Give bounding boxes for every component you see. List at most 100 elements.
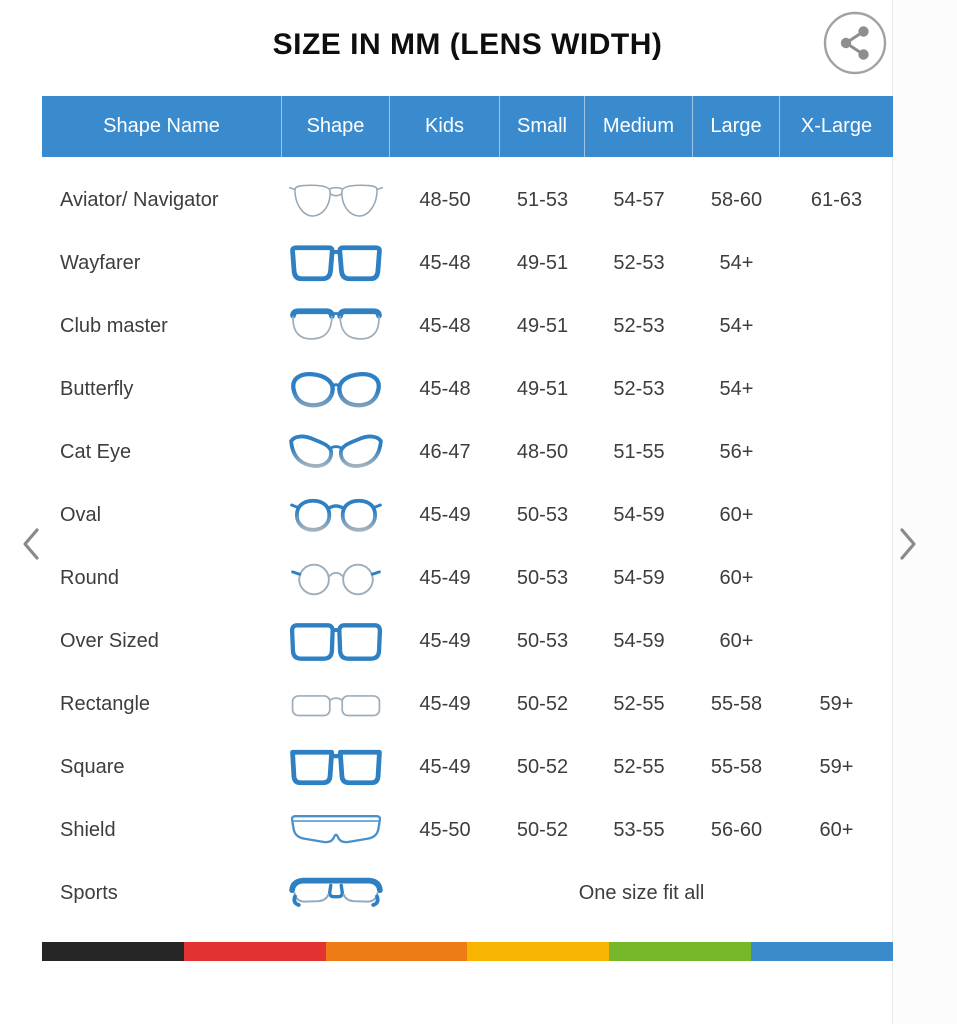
column-header-kids: Kids (390, 96, 500, 157)
table-header-row: Shape Name Shape Kids Small Medium Large X-Lar… (42, 96, 893, 157)
wayfarer-glasses-icon (282, 243, 390, 285)
table-row-butterfly: Butterfly 45-48 49-51 52-53 54+ (42, 358, 893, 421)
size-value: 50-53 (516, 630, 569, 652)
chevron-right-icon (897, 528, 919, 564)
shape-name-label: Butterfly (60, 378, 134, 400)
size-value: 49-51 (516, 315, 569, 337)
size-value: 54+ (719, 315, 754, 337)
card-right-edge (892, 0, 893, 1024)
table-row-rectangle: Rectangle 45-49 50-52 52-55 55-58 59+ (42, 673, 893, 736)
shape-name-label: Wayfarer (60, 252, 141, 274)
oversized-glasses-icon (282, 621, 390, 663)
size-value: 61-63 (810, 189, 863, 211)
column-header-shape-name: Shape Name (42, 96, 282, 157)
clubmaster-glasses-icon (282, 306, 390, 348)
rectangle-glasses-icon (282, 684, 390, 726)
size-value: 45-48 (419, 378, 471, 400)
size-value: 45-48 (419, 252, 471, 274)
right-gutter (893, 0, 957, 1024)
size-value: 54-57 (613, 189, 665, 211)
sports-glasses-icon (282, 873, 390, 915)
one-size-label: One size fit all (578, 882, 705, 904)
size-value: 45-49 (419, 630, 471, 652)
shield-glasses-icon (282, 810, 390, 852)
size-value: 49-51 (516, 378, 569, 400)
shape-name-label: Square (60, 756, 125, 778)
carousel-prev-button[interactable] (20, 527, 42, 564)
size-value: 58-60 (710, 189, 763, 211)
aviator-glasses-icon (282, 180, 390, 222)
size-value: 54-59 (613, 504, 665, 526)
size-value: 51-55 (613, 441, 665, 463)
size-value: 56+ (719, 441, 754, 463)
shape-name-label: Oval (60, 504, 102, 526)
size-value: 45-48 (419, 315, 471, 337)
share-button[interactable] (822, 10, 888, 76)
size-value: 59+ (819, 756, 854, 778)
size-value: 45-49 (419, 504, 471, 526)
footer-bar-segment (751, 942, 893, 961)
size-value: 49-51 (516, 252, 569, 274)
size-value: 54+ (719, 252, 754, 274)
size-value: 52-55 (613, 693, 665, 715)
carousel-next-button[interactable] (897, 527, 919, 564)
column-header-medium: Medium (585, 96, 693, 157)
rainbow-divider-bar (42, 942, 893, 961)
size-value: 59+ (819, 693, 854, 715)
size-value: 52-53 (613, 252, 665, 274)
size-value: 50-52 (516, 819, 569, 841)
shape-name-label: Shield (60, 819, 116, 841)
shape-name-label: Round (60, 567, 119, 589)
size-value: 50-52 (516, 756, 569, 778)
column-header-x-large: X-Large (800, 115, 873, 137)
table-row-club-master: Club master 45-48 49-51 52-53 54+ (42, 295, 893, 358)
size-value: 52-53 (613, 378, 665, 400)
size-value: 45-49 (419, 567, 471, 589)
size-value: 60+ (819, 819, 854, 841)
column-header-small: Small (500, 96, 585, 157)
table-row-cat-eye: Cat Eye 46-47 48-50 51-55 56+ (42, 421, 893, 484)
size-value: 54-59 (613, 630, 665, 652)
column-header-shape: Shape (282, 96, 390, 157)
size-value: 53-55 (613, 819, 665, 841)
table-row-sports: Sports One size fit all (42, 862, 893, 925)
footer-bar-segment (42, 942, 184, 961)
size-value: 52-55 (613, 756, 665, 778)
size-value: 50-53 (516, 567, 569, 589)
size-value: 54+ (719, 378, 754, 400)
square-glasses-icon (282, 747, 390, 789)
size-value: 48-50 (516, 441, 569, 463)
cateye-glasses-icon (282, 432, 390, 474)
size-value: 60+ (719, 630, 754, 652)
size-value: 45-49 (419, 693, 471, 715)
shape-name-label: Aviator/ Navigator (60, 189, 219, 211)
shape-name-label: Cat Eye (60, 441, 132, 463)
size-value: 55-58 (710, 693, 763, 715)
round-glasses-icon (282, 558, 390, 600)
size-value: 46-47 (419, 441, 471, 463)
oval-glasses-icon (282, 495, 390, 537)
share-icon (822, 11, 888, 79)
footer-bar-segment (609, 942, 752, 961)
size-value: 45-49 (419, 756, 471, 778)
footer-bar-segment (325, 942, 468, 961)
size-value: 60+ (719, 567, 754, 589)
size-value: 50-53 (516, 504, 569, 526)
footer-bar-segment (467, 942, 610, 961)
size-value: 55-58 (710, 756, 763, 778)
table-row-wayfarer: Wayfarer 45-48 49-51 52-53 54+ (42, 232, 893, 295)
table-row-round: Round 45-49 50-53 54-59 60+ (42, 547, 893, 610)
table-row-shield: Shield 45-50 50-52 53-55 56-60 60+ (42, 799, 893, 862)
size-value: 56-60 (710, 819, 763, 841)
shape-name-label: Sports (60, 882, 118, 904)
butterfly-glasses-icon (282, 369, 390, 411)
shape-name-label: Club master (60, 315, 168, 337)
size-value: 45-50 (419, 819, 471, 841)
size-value: 54-59 (613, 567, 665, 589)
page-title: SIZE IN MM (LENS WIDTH) (272, 28, 663, 61)
shape-name-label: Over Sized (60, 630, 159, 652)
table-row-over-sized: Over Sized 45-49 50-53 54-59 60+ (42, 610, 893, 673)
size-value: 60+ (719, 504, 754, 526)
table-body: Aviator/ Navigator 48-50 51-53 54-57 58-60 61… (42, 157, 893, 925)
